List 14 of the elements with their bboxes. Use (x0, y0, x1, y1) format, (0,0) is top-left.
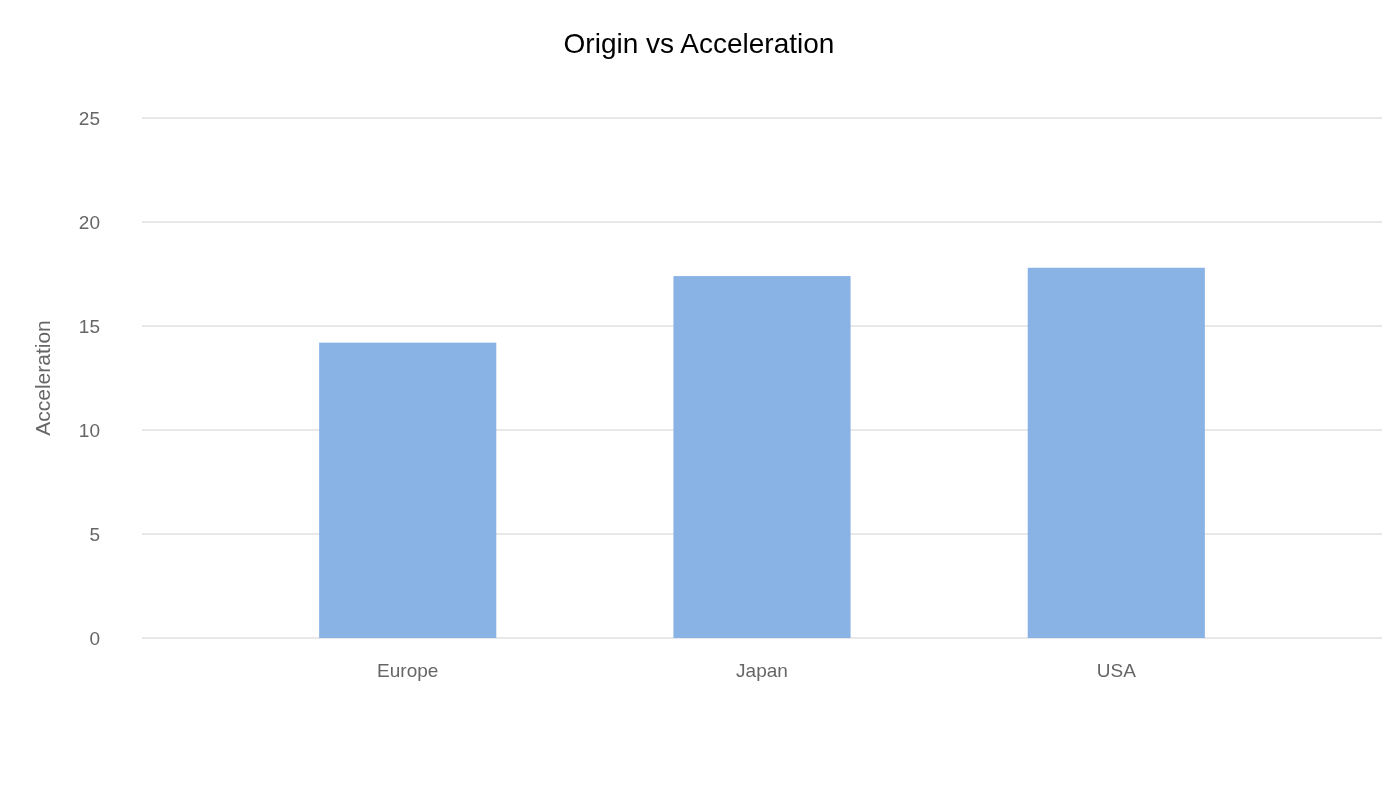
bar (1027, 267, 1205, 638)
bar (319, 342, 497, 638)
x-tick-label: Europe (377, 660, 439, 681)
y-axis-title: Acceleration (31, 320, 54, 436)
y-tick-label: 25 (78, 107, 100, 129)
y-tick-label: 5 (89, 523, 100, 545)
x-tick-label: USA (1096, 660, 1137, 681)
chart-title: Origin vs Acceleration (563, 28, 835, 59)
y-tick-label: 15 (78, 315, 100, 337)
bar (673, 276, 851, 638)
y-tick-label: 20 (78, 211, 100, 233)
y-tick-label: 0 (89, 627, 100, 649)
y-tick-label: 10 (78, 419, 100, 441)
x-tick-label: Japan (736, 660, 788, 681)
